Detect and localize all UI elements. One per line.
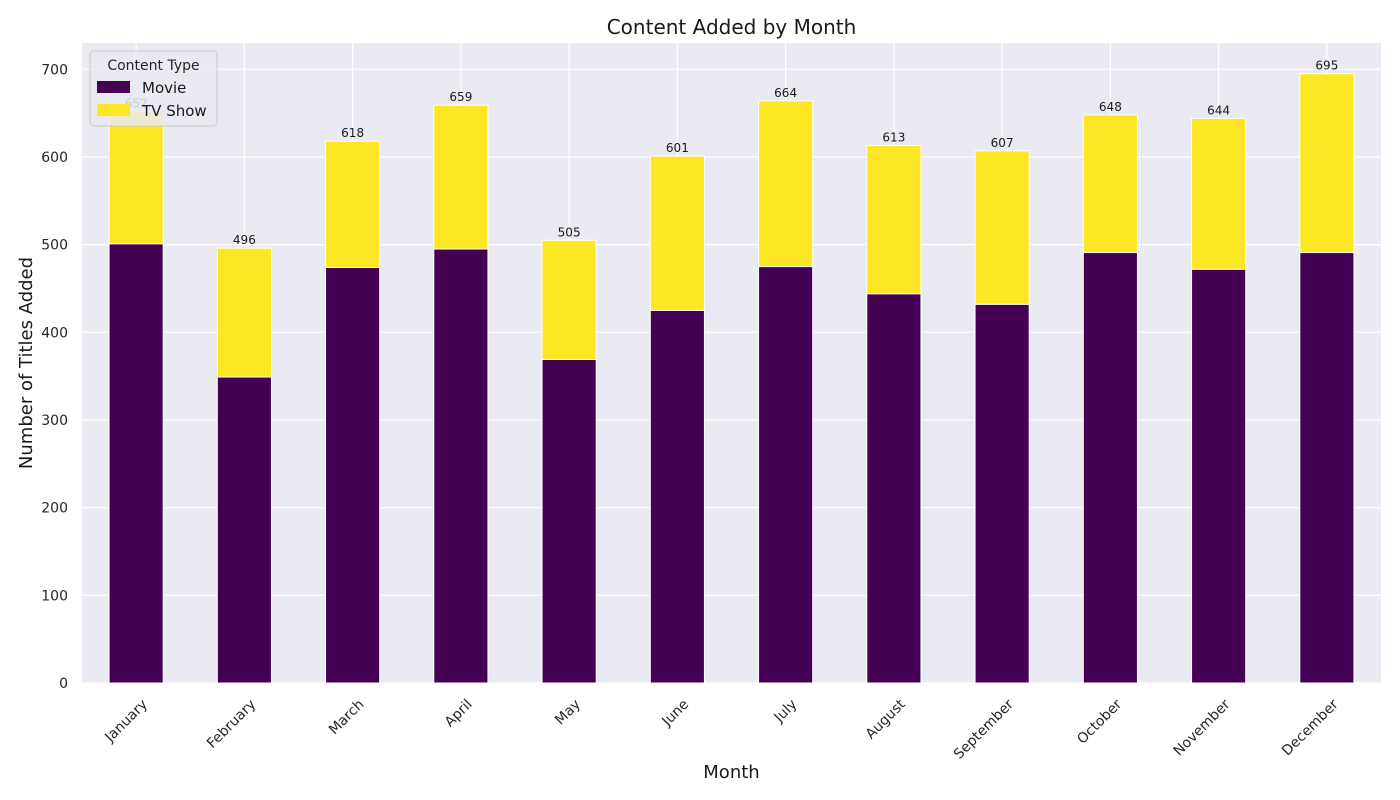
- data-label-total-july: 664: [774, 86, 797, 100]
- bar-movie-march: [325, 266, 381, 684]
- x-tick-label-july: July: [771, 697, 801, 727]
- bar-movie-november: [1191, 268, 1247, 684]
- bar-tv-show-march: [325, 140, 381, 268]
- y-axis-title: Number of Titles Added: [16, 257, 37, 469]
- bars: [108, 73, 1355, 684]
- legend-swatch-tv-show: [97, 104, 130, 116]
- legend: Content Type Movie TV Show: [89, 50, 218, 127]
- bar-movie-september: [974, 303, 1030, 684]
- bar-tv-show-december: [1299, 73, 1355, 254]
- legend-title: Content Type: [107, 58, 199, 74]
- x-tick-label-january: January: [101, 697, 151, 747]
- x-tick-label-march: March: [326, 697, 367, 738]
- bar-tv-show-april: [433, 104, 489, 250]
- x-tick-label-september: September: [951, 696, 1017, 762]
- bar-tv-show-february: [216, 247, 272, 378]
- data-label-total-march: 618: [341, 126, 364, 140]
- x-tick-label-october: October: [1074, 696, 1125, 747]
- legend-items: Movie TV Show: [97, 79, 207, 120]
- plot-background: [82, 43, 1381, 683]
- data-label-total-october: 648: [1099, 100, 1122, 114]
- bar-tv-show-january: [108, 110, 164, 245]
- data-label-total-april: 659: [449, 90, 472, 104]
- y-tick-label: 100: [41, 588, 68, 604]
- bar-tv-show-july: [758, 100, 814, 268]
- bar-movie-july: [758, 266, 814, 684]
- legend-swatch-movie: [97, 81, 130, 93]
- bar-tv-show-june: [649, 155, 705, 311]
- y-tick-label: 400: [41, 325, 68, 341]
- bar-movie-december: [1299, 252, 1355, 684]
- bar-movie-february: [216, 376, 272, 684]
- data-label-total-november: 644: [1207, 103, 1230, 117]
- x-tick-label-june: June: [659, 697, 693, 731]
- bar-tv-show-august: [866, 145, 922, 295]
- y-tick-label: 600: [41, 150, 68, 166]
- data-label-total-december: 695: [1315, 59, 1338, 73]
- data-labels: 652496618659505601664613607648644695: [125, 59, 1339, 247]
- bar-movie-october: [1082, 252, 1138, 684]
- bar-movie-may: [541, 358, 597, 684]
- x-tick-label-may: May: [552, 697, 584, 729]
- bar-movie-april: [433, 248, 489, 684]
- data-label-total-august: 613: [882, 131, 905, 145]
- bar-tv-show-may: [541, 239, 597, 360]
- y-tick-label: 300: [41, 413, 68, 429]
- x-tick-label-february: February: [204, 697, 259, 752]
- data-label-total-september: 607: [991, 136, 1014, 150]
- y-axis-ticks: 0 100 200 300 400 500 600 700: [41, 62, 68, 692]
- x-axis-title: Month: [703, 762, 759, 783]
- data-label-total-may: 505: [558, 225, 581, 239]
- x-tick-label-december: December: [1279, 696, 1342, 759]
- y-tick-label: 500: [41, 238, 68, 254]
- y-tick-label: 200: [41, 501, 68, 517]
- data-label-total-june: 601: [666, 141, 689, 155]
- bar-tv-show-october: [1082, 114, 1138, 254]
- x-tick-label-august: August: [863, 696, 909, 742]
- bar-tv-show-september: [974, 150, 1030, 305]
- bar-tv-show-november: [1191, 117, 1247, 270]
- x-tick-label-april: April: [442, 697, 476, 731]
- data-label-total-february: 496: [233, 233, 256, 247]
- bar-movie-june: [649, 309, 705, 684]
- legend-label-tv-show: TV Show: [141, 102, 207, 120]
- y-tick-label: 700: [41, 62, 68, 78]
- legend-label-movie: Movie: [142, 79, 186, 97]
- y-tick-label: 0: [59, 676, 68, 692]
- chart-title: Content Added by Month: [607, 15, 857, 39]
- bar-movie-august: [866, 293, 922, 684]
- bar-movie-january: [108, 243, 164, 684]
- x-tick-label-november: November: [1171, 696, 1234, 759]
- x-axis-ticks: January February March April May June July Augu…: [101, 696, 1341, 762]
